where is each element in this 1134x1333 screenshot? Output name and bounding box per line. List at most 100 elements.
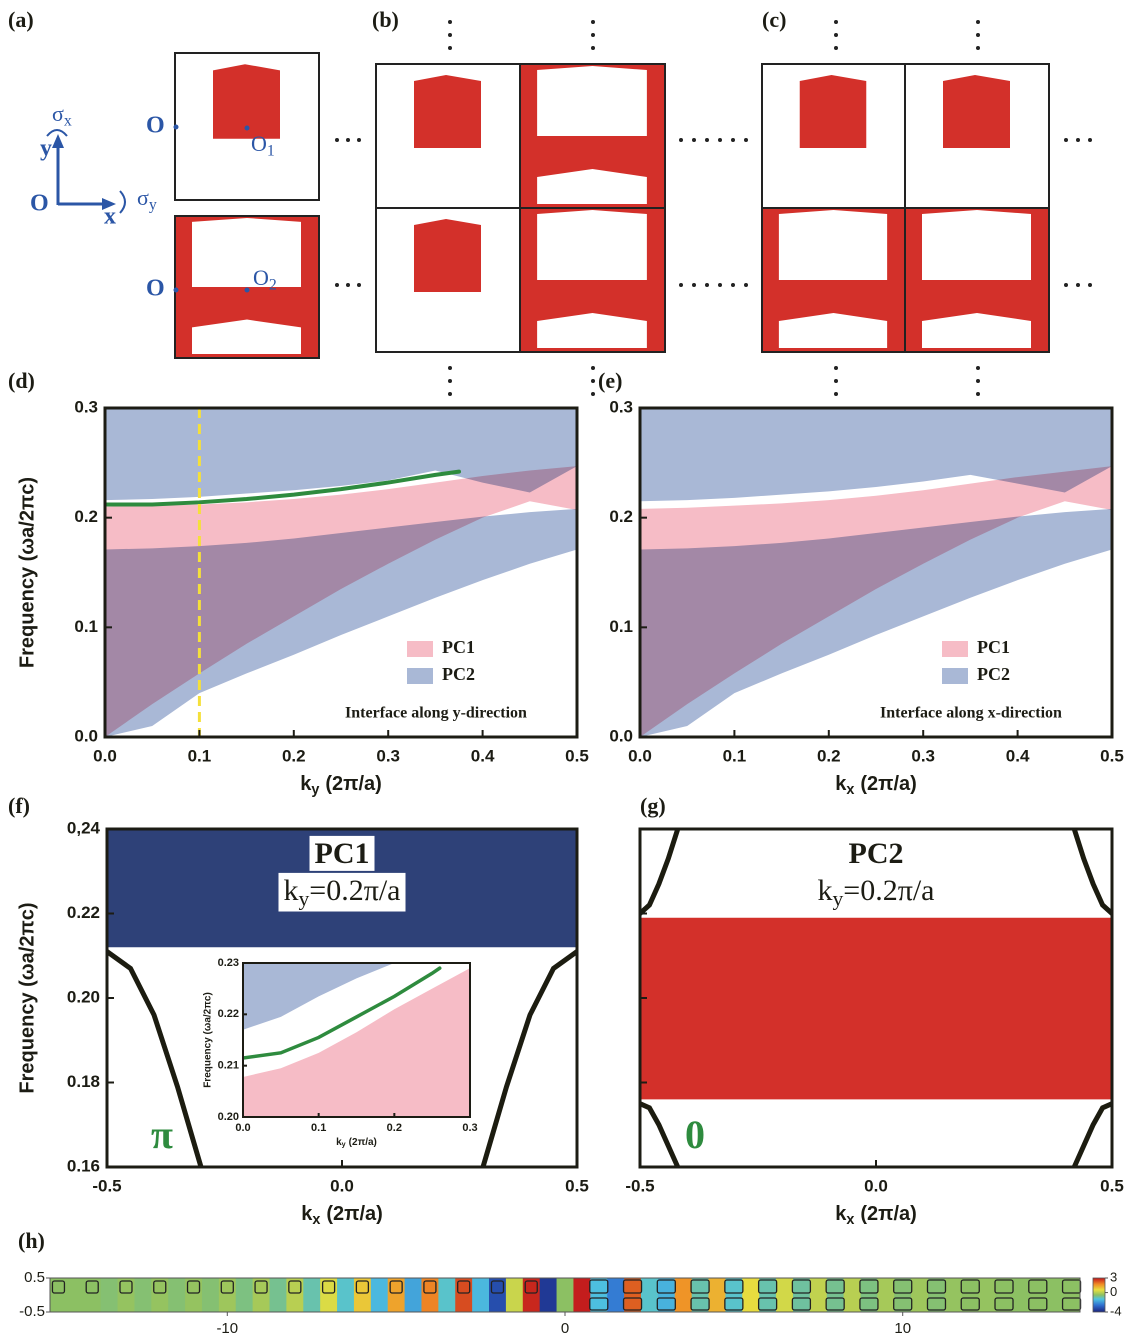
y-tick-label: 0.18 [67, 1072, 100, 1091]
field-cell [911, 1278, 928, 1312]
y-tick-label: -0.5 [19, 1303, 45, 1320]
field-cell [810, 1278, 827, 1312]
field-cell [371, 1278, 388, 1312]
field-cell [709, 1278, 726, 1312]
y-axis-label: Frequency (ωa/2πc) [16, 477, 38, 668]
colorbar-label: 0 [1110, 1284, 1117, 1299]
x-tick-label: 0.0 [864, 1176, 888, 1195]
label-unit: (2π/a) [325, 773, 381, 795]
field-cell [641, 1278, 658, 1312]
field-cell [1029, 1278, 1046, 1312]
field-cell [793, 1278, 810, 1312]
x-tick-label: 10 [894, 1320, 911, 1333]
x-tick-label: -0.5 [92, 1176, 121, 1195]
box-title: PC1 [315, 837, 370, 870]
pc2-cell [520, 208, 665, 352]
symmetry-label: π [151, 1112, 173, 1157]
pc1-cell [905, 64, 1049, 208]
field-cell [1012, 1278, 1029, 1312]
x-tick-label: 0.5 [1100, 746, 1124, 765]
y-tick-label: 0.22 [67, 903, 100, 922]
y-tick-label: 0.2 [609, 507, 633, 526]
x-tick-label: 0.2 [282, 746, 306, 765]
x-tick-label: 0.0 [93, 746, 117, 765]
field-cell [675, 1278, 692, 1312]
field-cell [557, 1278, 574, 1312]
band-area [640, 918, 1112, 1100]
y-tick-label: 0.16 [67, 1156, 100, 1175]
legend-swatch [407, 641, 433, 657]
x-tick-label: 0.0 [235, 1122, 250, 1134]
label-main: k [817, 874, 832, 907]
field-cell [438, 1278, 455, 1312]
band-curve [1074, 829, 1112, 914]
symmetry-label: 0 [685, 1112, 705, 1157]
panel-label: (g) [640, 793, 666, 818]
origin-label: O [30, 191, 49, 217]
pc2-cell [762, 208, 905, 352]
label-main: σ [52, 101, 64, 126]
band-curve [1074, 1104, 1112, 1167]
field-cell [590, 1278, 607, 1312]
mirror-x-label: σx [52, 101, 72, 129]
field-cell [573, 1278, 590, 1312]
label-subscript: x [846, 1212, 854, 1228]
band-area [105, 408, 577, 500]
field-cell [202, 1278, 219, 1312]
axis-x-label: x [104, 204, 116, 230]
field-cell [1063, 1278, 1080, 1312]
label-rest: =0.2π/a [843, 874, 934, 907]
y-tick-label: 0.5 [24, 1269, 45, 1286]
label-main: O [253, 265, 269, 290]
x-axis-label: kx(2π/a) [835, 773, 917, 798]
y-tick-label: 0.21 [218, 1060, 239, 1072]
field-cell [472, 1278, 489, 1312]
field-cell [134, 1278, 151, 1312]
band-curve [640, 829, 678, 914]
x-tick-label: 0.4 [1006, 746, 1030, 765]
y-tick-label: 0.23 [218, 957, 239, 969]
colorbar-label: 3 [1110, 1269, 1117, 1284]
panel-label: (c) [762, 7, 786, 32]
legend-swatch [407, 668, 433, 684]
field-cell [945, 1278, 962, 1312]
pc1-cell [376, 64, 520, 208]
x-tick-label: 0.1 [188, 746, 212, 765]
x-tick-label: 0.3 [911, 746, 935, 765]
y-axis-label: Frequency (ωa/2πc) [203, 992, 214, 1088]
y-tick-label: 0.20 [218, 1111, 239, 1123]
x-axis-label: kx(2π/a) [301, 1203, 383, 1228]
label-subscript: x [312, 1212, 320, 1228]
field-cell [168, 1278, 185, 1312]
x-tick-label: 0.3 [376, 746, 400, 765]
x-tick-label: 0.2 [387, 1122, 402, 1134]
y-tick-label: 0.0 [74, 726, 98, 745]
field-cell [337, 1278, 354, 1312]
x-tick-label: 0.0 [628, 746, 652, 765]
x-tick-label: -0.5 [625, 1176, 654, 1195]
pc2-cell [175, 216, 319, 358]
field-cell [962, 1278, 979, 1312]
box-title: PC2 [849, 837, 904, 870]
panel-label: (f) [8, 793, 30, 818]
label-subscript: y [149, 196, 157, 213]
field-cell [270, 1278, 287, 1312]
label-unit: (2π/a) [860, 1203, 916, 1225]
annotation: Interface along y-direction [345, 705, 527, 722]
field-cell [979, 1278, 996, 1312]
y-tick-label: 0.3 [609, 397, 633, 416]
figure: (a)(b)(c)yxOσxσyOO1OO2(d)0.00.10.20.30.4… [0, 0, 1134, 1333]
field-cell [996, 1278, 1013, 1312]
x-tick-label: 0.3 [462, 1122, 477, 1134]
legend-label: PC1 [977, 637, 1010, 657]
y-tick-label: 0.1 [609, 617, 633, 636]
y-tick-label: 0.0 [609, 726, 633, 745]
origin-label: O [146, 276, 165, 302]
y-tick-label: 0.20 [67, 987, 100, 1006]
label-subscript: y [311, 782, 319, 798]
x-tick-label: 0.1 [723, 746, 747, 765]
field-cell [303, 1278, 320, 1312]
label-subscript: 1 [267, 142, 275, 159]
label-unit: (2π/a) [860, 773, 916, 795]
origin-label: O [146, 113, 165, 139]
